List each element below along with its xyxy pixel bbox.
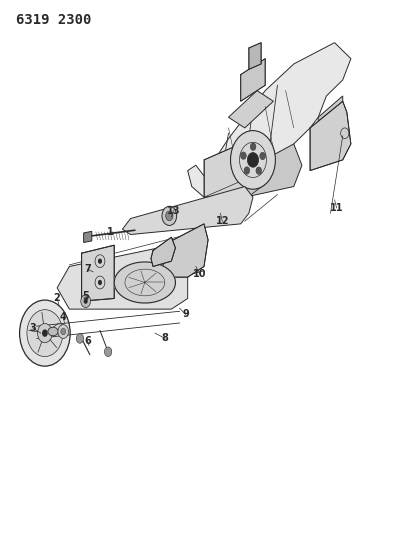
Text: 5: 5 [82, 291, 89, 301]
Text: 8: 8 [162, 334, 169, 343]
Polygon shape [82, 245, 114, 301]
Circle shape [76, 334, 84, 343]
Polygon shape [204, 139, 253, 197]
Polygon shape [57, 245, 188, 309]
Polygon shape [241, 59, 265, 101]
Circle shape [42, 329, 48, 337]
Circle shape [58, 325, 69, 338]
Circle shape [61, 328, 66, 335]
Circle shape [27, 310, 63, 357]
Circle shape [256, 167, 262, 174]
Circle shape [250, 143, 256, 150]
Polygon shape [228, 91, 273, 128]
Text: 6319 2300: 6319 2300 [16, 13, 92, 27]
Polygon shape [163, 224, 208, 277]
Polygon shape [151, 237, 175, 266]
Polygon shape [188, 43, 351, 197]
Circle shape [247, 152, 259, 167]
Polygon shape [245, 144, 302, 197]
Polygon shape [122, 187, 253, 235]
Text: 12: 12 [215, 216, 229, 226]
Circle shape [81, 295, 91, 308]
Circle shape [38, 324, 52, 343]
Text: 2: 2 [54, 294, 60, 303]
Circle shape [244, 167, 250, 174]
Text: 4: 4 [60, 312, 67, 322]
Circle shape [104, 347, 112, 357]
Circle shape [98, 280, 102, 285]
Circle shape [84, 298, 88, 304]
Circle shape [162, 206, 177, 225]
Text: 10: 10 [193, 270, 207, 279]
Text: 7: 7 [84, 264, 91, 274]
Ellipse shape [48, 327, 58, 336]
Circle shape [20, 300, 70, 366]
Polygon shape [310, 101, 351, 171]
Circle shape [241, 152, 246, 159]
Text: 3: 3 [29, 323, 36, 333]
Polygon shape [114, 262, 175, 303]
Text: 6: 6 [84, 336, 91, 346]
Text: 1: 1 [107, 227, 113, 237]
Polygon shape [318, 96, 343, 160]
Text: 9: 9 [182, 310, 189, 319]
Text: 13: 13 [166, 206, 180, 215]
Circle shape [98, 259, 102, 264]
Circle shape [231, 131, 275, 189]
Polygon shape [249, 43, 261, 69]
Text: 11: 11 [330, 203, 344, 213]
Circle shape [260, 152, 266, 160]
Polygon shape [84, 231, 92, 243]
Circle shape [166, 211, 173, 221]
